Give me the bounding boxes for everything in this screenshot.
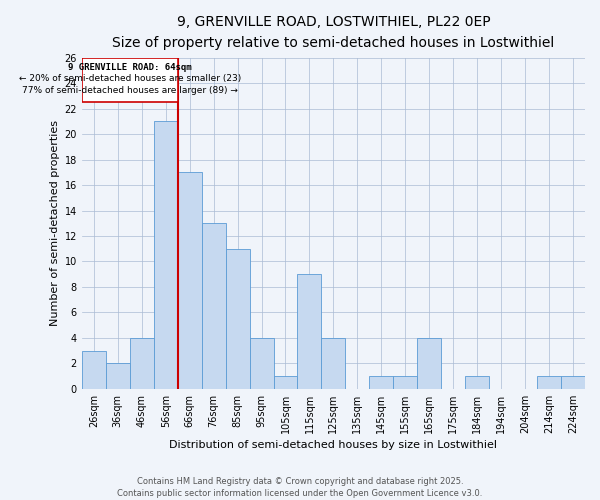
Bar xyxy=(82,58,178,102)
Text: Contains HM Land Registry data © Crown copyright and database right 2025.
Contai: Contains HM Land Registry data © Crown c… xyxy=(118,476,482,498)
Bar xyxy=(154,122,178,389)
Title: 9, GRENVILLE ROAD, LOSTWITHIEL, PL22 0EP
Size of property relative to semi-detac: 9, GRENVILLE ROAD, LOSTWITHIEL, PL22 0EP… xyxy=(112,15,554,50)
Bar xyxy=(394,376,417,389)
Bar xyxy=(82,350,106,389)
Bar xyxy=(370,376,394,389)
Text: 77% of semi-detached houses are larger (89) →: 77% of semi-detached houses are larger (… xyxy=(22,86,238,94)
Bar xyxy=(322,338,346,389)
Bar xyxy=(465,376,489,389)
Bar xyxy=(226,248,250,389)
Text: 9 GRENVILLE ROAD: 64sqm: 9 GRENVILLE ROAD: 64sqm xyxy=(68,63,191,72)
Bar xyxy=(178,172,202,389)
Bar xyxy=(417,338,441,389)
Bar xyxy=(561,376,585,389)
Bar xyxy=(298,274,322,389)
Bar xyxy=(537,376,561,389)
X-axis label: Distribution of semi-detached houses by size in Lostwithiel: Distribution of semi-detached houses by … xyxy=(169,440,497,450)
Bar xyxy=(250,338,274,389)
Bar xyxy=(202,224,226,389)
Text: ← 20% of semi-detached houses are smaller (23): ← 20% of semi-detached houses are smalle… xyxy=(19,74,241,84)
Bar xyxy=(130,338,154,389)
Bar xyxy=(106,364,130,389)
Y-axis label: Number of semi-detached properties: Number of semi-detached properties xyxy=(50,120,61,326)
Bar xyxy=(274,376,298,389)
